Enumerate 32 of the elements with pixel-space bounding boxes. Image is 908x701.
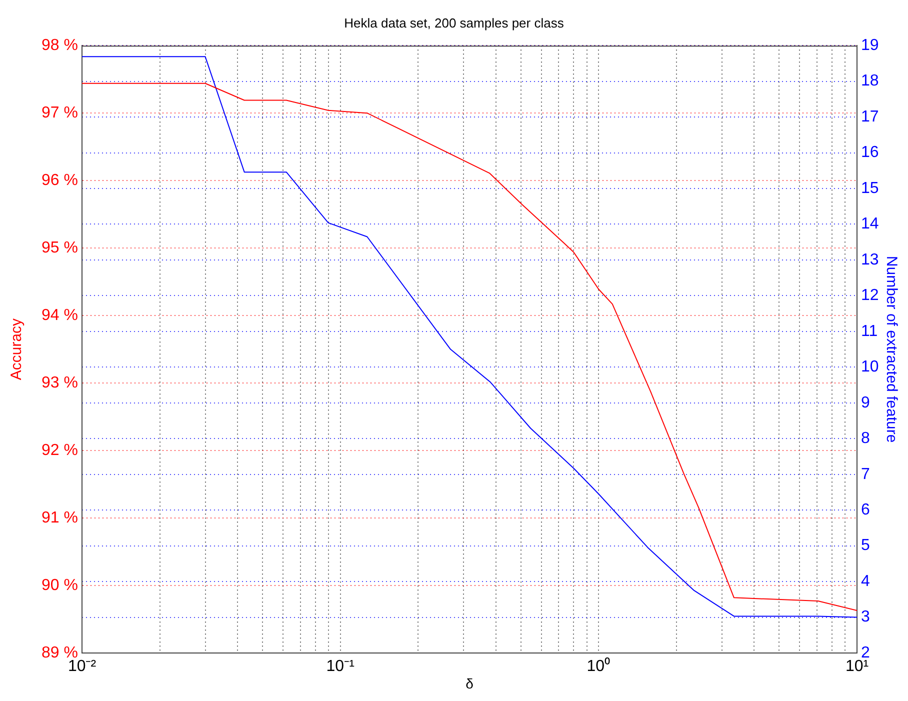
x-tick-label: 10⁰ — [586, 657, 611, 676]
y2-tick-label: 9 — [861, 394, 870, 412]
y2-tick-label: 19 — [861, 37, 879, 54]
y-axis-title: Accuracy — [8, 318, 26, 380]
y2-tick-label: 11 — [861, 322, 878, 340]
y2-tick-label: 13 — [861, 251, 879, 268]
y-tick-label: 93 % — [42, 374, 78, 392]
x-axis-title: δ — [466, 675, 474, 692]
x-tick-label: 10⁻¹ — [326, 658, 354, 676]
y2-tick-label: 5 — [861, 537, 870, 554]
chart-title: Hekla data set, 200 samples per class — [344, 15, 564, 30]
y-tick-label: 92 % — [42, 442, 78, 459]
y2-axis-title: Number of extracted feature — [882, 256, 900, 443]
y-tick-label: 97 % — [42, 104, 78, 122]
y2-tick-label: 6 — [861, 501, 870, 518]
y-tick-label: 98 % — [42, 37, 78, 54]
y2-tick-label: 15 — [861, 180, 879, 197]
y-tick-label: 94 % — [42, 306, 78, 324]
y-tick-label: 96 % — [42, 172, 78, 189]
y2-tick-label: 4 — [861, 572, 870, 590]
y2-tick-label: 3 — [861, 608, 870, 626]
y-tick-label: 95 % — [42, 239, 78, 256]
y2-tick-label: 10 — [861, 358, 879, 376]
y2-tick-label: 8 — [861, 430, 870, 448]
y2-tick-label: 7 — [861, 466, 870, 483]
y2-tick-label: 17 — [861, 108, 879, 126]
y-tick-label: 91 % — [42, 509, 78, 526]
y-tick-label: 90 % — [42, 576, 78, 594]
y2-tick-label: 14 — [861, 216, 879, 233]
y2-tick-label: 18 — [861, 72, 879, 90]
y2-tick-label: 12 — [861, 287, 879, 304]
y2-tick-label: 16 — [861, 144, 879, 162]
